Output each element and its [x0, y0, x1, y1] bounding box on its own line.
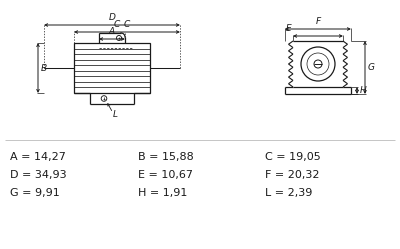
Text: G = 9,91: G = 9,91	[10, 188, 60, 198]
Text: A = 14,27: A = 14,27	[10, 152, 66, 162]
Text: D: D	[108, 13, 116, 22]
Text: A: A	[109, 27, 115, 36]
Text: E = 10,67: E = 10,67	[138, 170, 193, 180]
Text: F = 20,32: F = 20,32	[265, 170, 320, 180]
Text: D = 34,93: D = 34,93	[10, 170, 67, 180]
Bar	[74, 43, 150, 93]
Text: H: H	[360, 86, 367, 95]
Text: C = 19,05: C = 19,05	[265, 152, 321, 162]
Text: B: B	[41, 63, 47, 72]
Text: H = 1,91: H = 1,91	[138, 188, 187, 198]
Text: L: L	[113, 110, 118, 119]
Text: G: G	[368, 63, 375, 72]
Text: B = 15,88: B = 15,88	[138, 152, 194, 162]
Text: F: F	[316, 17, 320, 26]
Text: L = 2,39: L = 2,39	[265, 188, 312, 198]
Text: E: E	[285, 24, 291, 33]
Text: C: C	[114, 20, 120, 29]
Text: C: C	[124, 20, 130, 29]
